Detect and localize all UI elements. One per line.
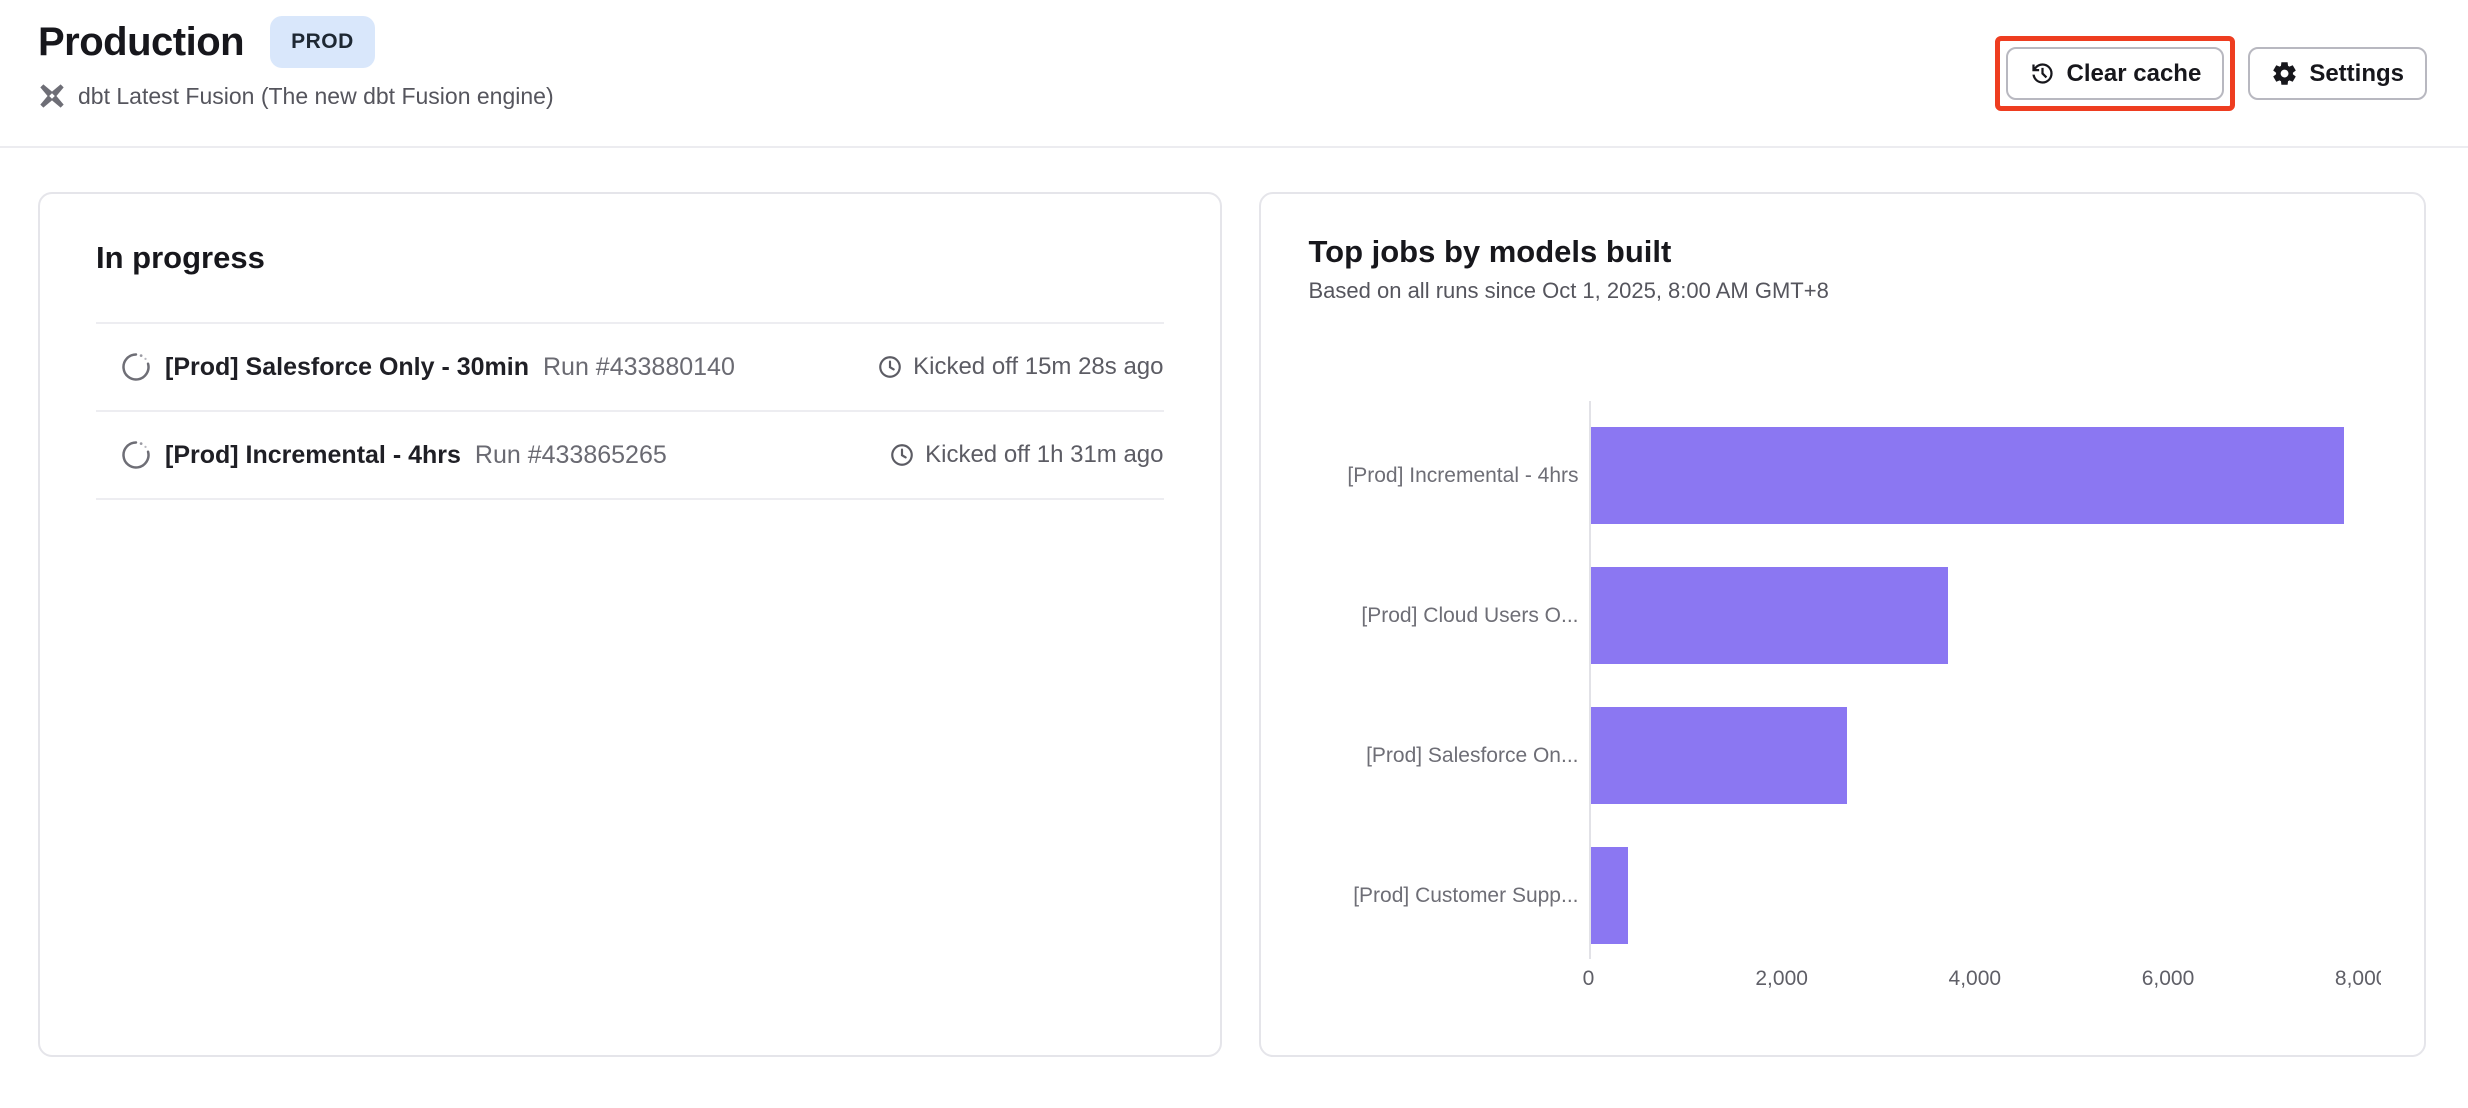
chart-x-tick-label: 8,000	[2334, 967, 2381, 990]
chart-category-label: [Prod] Cloud Users O...	[1361, 603, 1579, 627]
run-row[interactable]: [Prod] Salesforce Only - 30min Run #43388…	[96, 324, 1164, 412]
annotation-highlight-box: Clear cache	[1994, 36, 2236, 111]
env-badge: PROD	[270, 16, 375, 68]
clock-icon	[879, 356, 901, 378]
chart-x-tick-label: 6,000	[2141, 967, 2195, 990]
chart-bar[interactable]	[1590, 847, 1628, 944]
page-title: Production	[38, 19, 245, 64]
chart-plot-area: [Prod] Incremental - 4hrs [Prod] Cloud Us…	[1309, 401, 2381, 959]
chart-category-label: [Prod] Customer Supp...	[1353, 883, 1579, 907]
run-kicked-off: Kicked off 1h 31m ago	[925, 441, 1164, 468]
chart-row: [Prod] Incremental - 4hrs	[1309, 427, 2381, 524]
title-row: Production PROD	[38, 16, 2428, 68]
chart-row: [Prod] Cloud Users O...	[1309, 567, 2381, 664]
header-actions: Clear cache Settings	[1994, 36, 2427, 111]
dbt-fusion-icon	[40, 84, 64, 108]
spinner-icon	[122, 441, 150, 469]
run-job-name[interactable]: [Prod] Salesforce Only - 30min	[165, 352, 529, 381]
chart-bar[interactable]	[1590, 427, 2344, 524]
top-jobs-card: Top jobs by models built Based on all ru…	[1258, 192, 2426, 1057]
chart-bar[interactable]	[1590, 567, 1948, 664]
run-kicked-off-group: Kicked off 15m 28s ago	[877, 353, 1164, 381]
bar-chart: [Prod] Incremental - 4hrs [Prod] Cloud Us…	[1309, 401, 2381, 1005]
clock-icon	[891, 444, 913, 466]
chart-subtitle: Based on all runs since Oct 1, 2025, 8:0…	[1308, 278, 1829, 303]
run-row[interactable]: [Prod] Incremental - 4hrs Run #433865265 K…	[96, 412, 1164, 500]
chart-row: [Prod] Customer Supp...	[1309, 847, 2381, 944]
clear-cache-label: Clear cache	[2066, 59, 2202, 87]
history-icon	[2031, 63, 2053, 84]
spinner-icon	[122, 353, 150, 381]
chart-x-axis: 0 2,000 4,000 6,000 8,000	[1309, 959, 2381, 1005]
page-header: Production PROD dbt Latest Fusion (The n…	[0, 0, 2468, 148]
chart-x-tick-label: 4,000	[1948, 967, 2002, 990]
run-list: [Prod] Salesforce Only - 30min Run #43388…	[96, 324, 1164, 500]
main-content: In progress [Prod] Salesforce Only - 30m…	[0, 148, 2468, 1057]
chart-x-tick-label: 2,000	[1755, 967, 1808, 990]
run-number[interactable]: Run #433865265	[474, 440, 667, 469]
chart-category-label: [Prod] Incremental - 4hrs	[1347, 463, 1579, 487]
chart-row: [Prod] Salesforce On...	[1309, 707, 2381, 804]
gear-icon	[2273, 62, 2297, 85]
run-job-name[interactable]: [Prod] Incremental - 4hrs	[165, 440, 461, 469]
chart-title: Top jobs by models built	[1308, 234, 1672, 269]
chart-y-axis-line	[1588, 401, 1591, 959]
chart-category-label: [Prod] Salesforce On...	[1366, 743, 1579, 767]
in-progress-card: In progress [Prod] Salesforce Only - 30m…	[38, 192, 1222, 1057]
chart-bar[interactable]	[1590, 707, 1847, 804]
engine-subtitle-row: dbt Latest Fusion (The new dbt Fusion en…	[38, 82, 2428, 110]
run-kicked-off-group: Kicked off 1h 31m ago	[889, 441, 1164, 469]
settings-label: Settings	[2309, 59, 2404, 87]
run-number[interactable]: Run #433880140	[543, 352, 735, 381]
settings-button[interactable]: Settings	[2248, 47, 2427, 100]
run-kicked-off: Kicked off 15m 28s ago	[913, 353, 1164, 380]
in-progress-title: In progress	[96, 240, 1164, 324]
chart-x-tick-label: 0	[1582, 967, 1595, 990]
engine-subtitle: dbt Latest Fusion (The new dbt Fusion en…	[78, 82, 554, 109]
clear-cache-button[interactable]: Clear cache	[2005, 47, 2225, 100]
